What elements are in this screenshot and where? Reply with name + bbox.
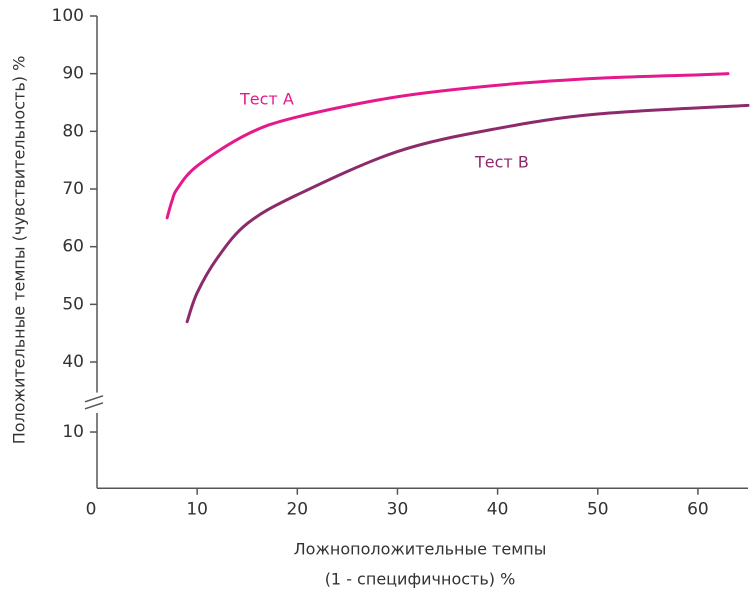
y-axis-label: Положительные темпы (чувствительность) % (10, 56, 29, 445)
y-tick-label: 90 (62, 64, 84, 84)
x-axis-label: Ложноположительные темпы (294, 540, 547, 559)
y-tick-label: 100 (52, 6, 84, 26)
x-tick-label: 40 (487, 500, 509, 520)
series-label: Тест A (239, 90, 294, 109)
y-tick-label: 80 (62, 121, 84, 141)
series-line (165, 72, 730, 220)
y-tick-label: 40 (62, 352, 84, 372)
x-tick-label: 10 (186, 500, 208, 520)
series-label: Тест B (474, 153, 529, 172)
x-tick-label: 0 (86, 500, 97, 520)
x-axis-label: (1 - специфичность) % (325, 570, 516, 589)
y-tick-label: 10 (62, 422, 84, 442)
y-tick-label: 60 (62, 237, 84, 257)
axis-break (84, 402, 104, 410)
axis-break (84, 395, 104, 403)
y-tick-label: 70 (62, 179, 84, 199)
x-tick-label: 20 (286, 500, 308, 520)
series-line (185, 103, 750, 324)
y-tick-label: 50 (62, 294, 84, 314)
x-tick-label: 50 (587, 500, 609, 520)
x-tick-label: 30 (387, 500, 409, 520)
x-tick-label: 60 (687, 500, 709, 520)
